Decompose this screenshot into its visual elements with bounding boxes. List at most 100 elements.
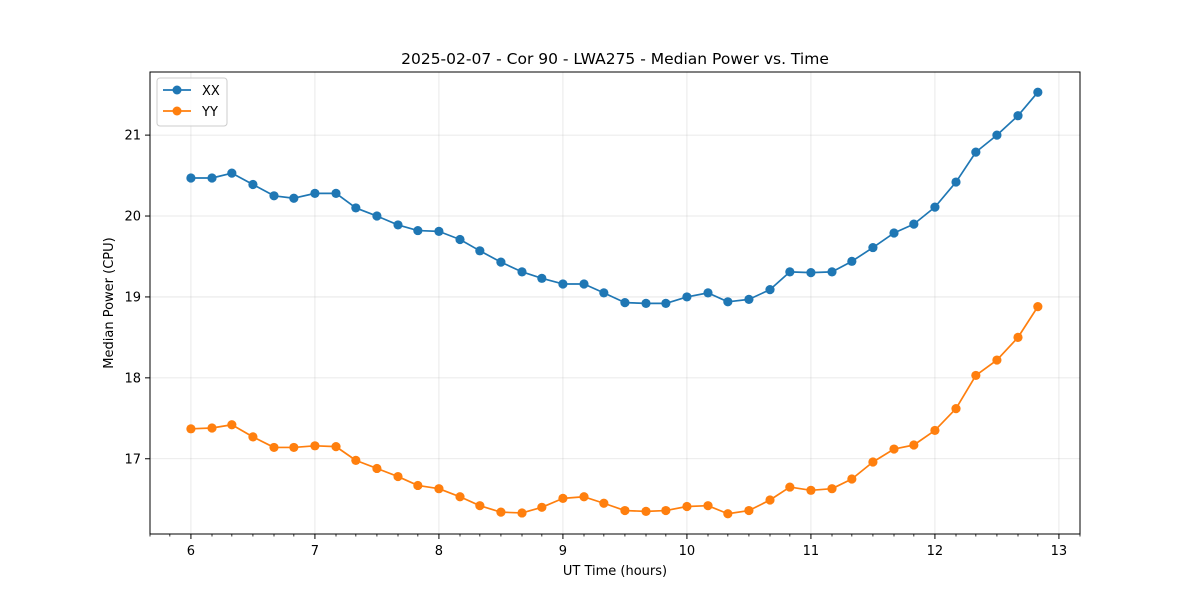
data-point-xx [992, 130, 1002, 140]
y-tick-label: 17 [124, 452, 141, 467]
data-point-yy [909, 440, 919, 450]
data-point-yy [599, 498, 609, 508]
data-point-xx [682, 292, 692, 302]
data-point-yy [951, 403, 961, 414]
data-point-xx [372, 211, 382, 221]
data-point-yy [248, 432, 258, 442]
data-point-yy [475, 501, 485, 511]
y-tick-label: 19 [124, 290, 141, 305]
data-point-xx [868, 242, 878, 253]
data-point-xx [599, 288, 609, 298]
data-point-yy [207, 423, 217, 433]
data-point-xx [207, 173, 217, 183]
data-point-xx [744, 294, 754, 304]
data-point-yy [186, 424, 196, 434]
data-point-xx [930, 202, 940, 212]
data-point-yy [579, 492, 589, 502]
x-tick-label: 12 [927, 544, 944, 559]
data-point-xx [703, 288, 713, 298]
data-point-yy [868, 457, 878, 467]
series-line-yy [190, 306, 1039, 515]
y-tick-label: 21 [124, 129, 141, 144]
data-series [186, 87, 1043, 519]
data-point-yy [723, 509, 733, 519]
data-point-xx [785, 267, 795, 277]
legend-marker-xx [172, 85, 182, 95]
data-point-yy [496, 507, 506, 517]
data-point-yy [393, 471, 403, 482]
y-axis-label: Median Power (CPU) [102, 237, 117, 368]
data-point-xx [765, 285, 775, 295]
data-point-yy [661, 505, 671, 516]
data-point-xx [847, 256, 857, 266]
data-point-xx [909, 219, 919, 229]
data-point-xx [434, 226, 444, 236]
data-point-xx [558, 279, 568, 289]
data-point-xx [620, 298, 630, 308]
x-tick-label: 10 [679, 544, 696, 559]
data-point-yy [537, 502, 547, 512]
data-point-yy [455, 492, 465, 502]
data-point-yy [765, 495, 775, 505]
y-tick-label: 20 [124, 210, 141, 225]
x-axis-label: UT Time (hours) [563, 564, 667, 579]
data-point-yy [1033, 302, 1043, 312]
x-tick-label: 9 [559, 544, 567, 559]
data-point-yy [827, 484, 837, 494]
data-point-xx [579, 279, 589, 289]
data-point-xx [517, 267, 527, 277]
legend-label-yy: YY [201, 105, 218, 120]
data-point-xx [475, 246, 485, 256]
data-point-yy [227, 420, 237, 430]
legend-marker-yy [172, 106, 182, 116]
data-point-xx [889, 228, 899, 238]
data-point-xx [455, 234, 465, 245]
legend: XX YY [156, 77, 228, 127]
data-point-xx [723, 297, 733, 307]
data-point-xx [806, 268, 816, 278]
data-point-yy [310, 441, 320, 451]
data-point-yy [1013, 332, 1023, 342]
data-point-yy [269, 442, 279, 453]
data-point-yy [992, 355, 1002, 365]
data-point-xx [310, 188, 320, 198]
x-tick-label: 6 [187, 544, 195, 559]
data-point-xx [971, 147, 981, 157]
grid-lines [150, 72, 1080, 534]
data-point-xx [951, 177, 961, 187]
data-point-xx [537, 273, 547, 283]
data-point-xx [186, 173, 196, 183]
data-point-xx [827, 267, 837, 277]
data-point-xx [1033, 87, 1043, 97]
y-tick-label: 18 [124, 371, 141, 386]
data-point-xx [496, 257, 506, 267]
data-point-yy [351, 455, 361, 465]
data-point-yy [434, 484, 444, 494]
series-line-xx [190, 91, 1039, 305]
chart-title: 2025-02-07 - Cor 90 - LWA275 - Median Po… [401, 50, 829, 68]
x-tick-label: 8 [435, 544, 443, 559]
data-point-yy [847, 474, 857, 484]
data-point-yy [682, 501, 692, 512]
data-point-xx [269, 191, 279, 201]
data-point-yy [785, 482, 795, 492]
data-point-xx [289, 193, 299, 203]
data-point-yy [372, 463, 382, 474]
data-point-yy [703, 501, 713, 511]
data-point-yy [806, 485, 816, 495]
data-point-yy [517, 508, 527, 518]
data-point-xx [1013, 111, 1023, 121]
plot-area-frame [149, 71, 1081, 535]
data-point-yy [620, 505, 630, 516]
data-point-yy [930, 425, 940, 436]
data-point-xx [351, 203, 361, 213]
data-point-xx [248, 179, 258, 190]
data-point-yy [289, 442, 299, 453]
data-point-yy [744, 505, 754, 516]
x-tick-label: 13 [1051, 544, 1068, 559]
data-point-xx [227, 168, 237, 178]
data-point-yy [413, 480, 423, 491]
axis-ticks: 6 7 8 9 10 11 12 13 17 18 19 20 21 [124, 129, 1081, 559]
data-point-yy [558, 493, 568, 503]
